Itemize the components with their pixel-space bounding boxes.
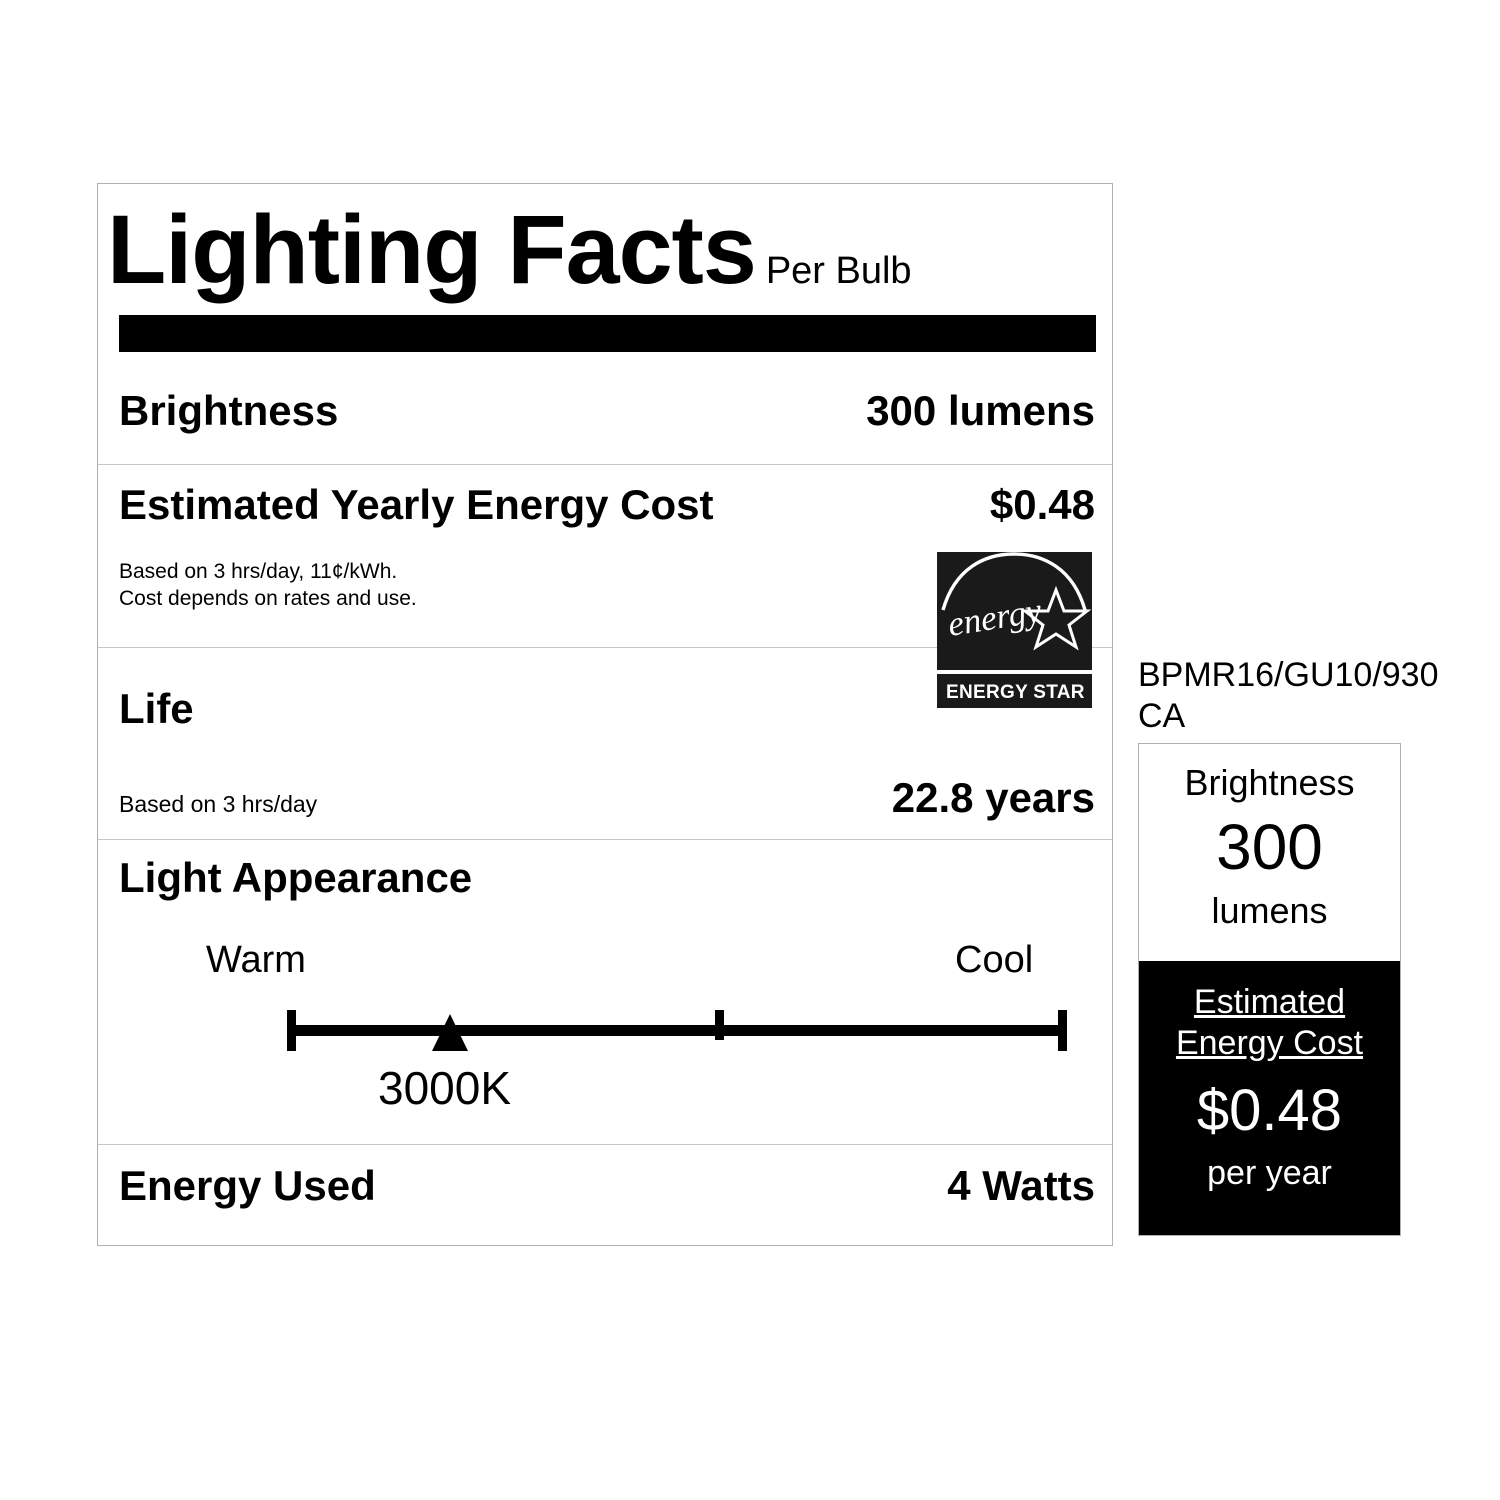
svg-text:ENERGY STAR: ENERGY STAR: [946, 682, 1085, 703]
